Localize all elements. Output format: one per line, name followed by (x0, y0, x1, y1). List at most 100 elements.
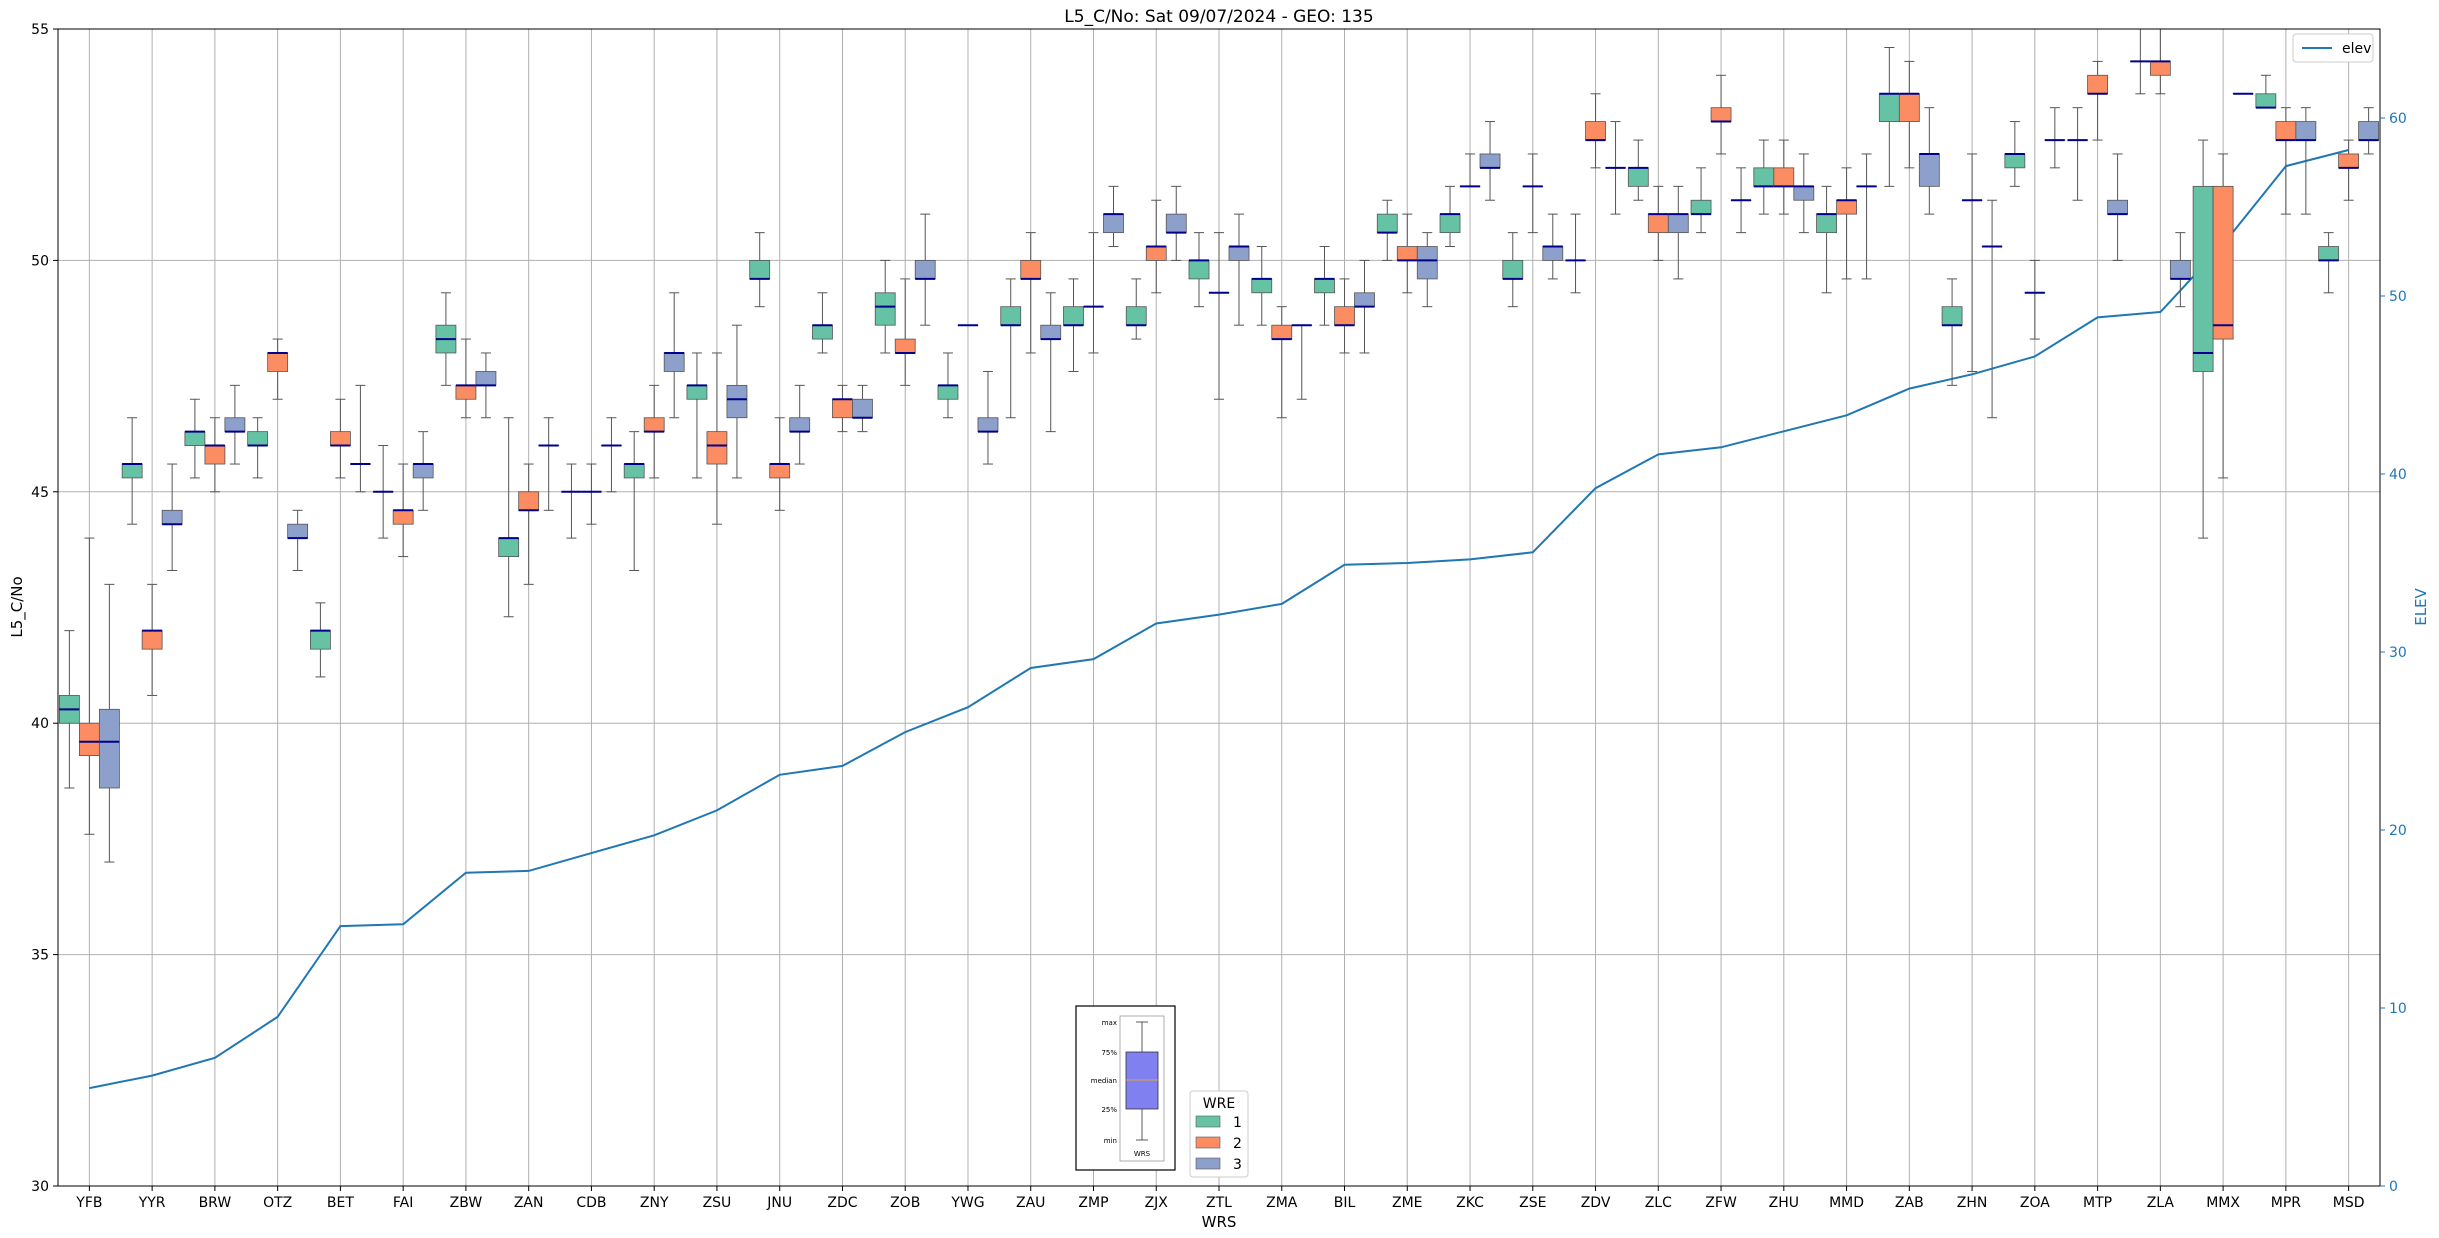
inset-label-q1: 25% (1101, 1106, 1117, 1114)
box-iqr (1125, 306, 1147, 326)
box-OTZ-wre1 (247, 417, 269, 479)
y2-axis-title: ELEV (2412, 587, 2430, 625)
box-MTP-wre2 (2087, 60, 2108, 141)
x-tick-label: ZFW (1705, 1195, 1737, 1211)
box-ZAB-wre3 (1918, 107, 1940, 215)
x-tick-label: ZOA (2020, 1195, 2050, 1211)
box-iqr (1836, 199, 1857, 215)
box-ZTL-wre1 (1188, 232, 1210, 308)
box-iqr (1271, 324, 1293, 340)
box-iqr (2107, 199, 2128, 215)
y2-tick-label: 30 (2389, 645, 2407, 661)
box-ZMA-wre2 (1271, 306, 1293, 419)
box-iqr (2318, 246, 2340, 261)
box-iqr (475, 371, 497, 386)
box-ZHN-wre3 (1981, 199, 2003, 419)
box-iqr (518, 491, 540, 511)
box-iqr (161, 509, 183, 525)
box-MSD-wre3 (2358, 107, 2380, 155)
x-tick-label: FAI (393, 1195, 413, 1211)
x-tick-label: ZHN (1957, 1195, 1988, 1211)
box-ZDC-wre2 (832, 384, 853, 433)
box-iqr (1188, 259, 1210, 280)
box-ZAN-wre1 (498, 417, 520, 618)
box-iqr (1690, 199, 1712, 215)
legend-wre-label-2: 2 (1233, 1136, 1242, 1152)
x-tick-label: ZKC (1456, 1195, 1484, 1211)
box-iqr (1502, 259, 1524, 280)
box-ZME-wre1 (1376, 199, 1398, 261)
box-iqr (2338, 153, 2360, 169)
box-iqr (686, 384, 708, 400)
y-axis-right: 0 10 20 30 40 50 60 (2380, 111, 2407, 1195)
box-ZLC-wre2 (1647, 185, 1669, 261)
box-MSD-wre2 (2338, 139, 2360, 201)
box-BIL-wre1 (1314, 246, 1335, 326)
box-ZOA-wre2 (2024, 259, 2046, 340)
box-iqr (1898, 93, 1920, 122)
box-JNU-wre1 (749, 232, 771, 308)
x-tick-label: ZAU (1016, 1195, 1045, 1211)
legend-wre-label-3: 3 (1233, 1157, 1242, 1173)
box-ZMP-wre1 (1063, 278, 1084, 372)
x-tick-label: ZSE (1519, 1195, 1546, 1211)
box-iqr (2169, 259, 2191, 280)
box-OTZ-wre3 (287, 509, 309, 571)
box-OTZ-wre2 (267, 338, 289, 400)
x-tick-label: ZME (1392, 1195, 1423, 1211)
x-tick-label: CDB (576, 1195, 606, 1211)
legend-elev-frame (2292, 33, 2374, 63)
box-ZNY-wre3 (663, 292, 685, 419)
box-iqr (623, 463, 645, 479)
box-iqr (914, 259, 936, 280)
box-ZMA-wre1 (1251, 246, 1273, 326)
box-ZNY-wre1 (623, 431, 645, 571)
box-iqr (1773, 167, 1795, 187)
box-iqr (832, 398, 853, 419)
x-tick-label: ZHU (1769, 1195, 1799, 1211)
box-iqr (749, 259, 771, 280)
box-iqr (1000, 306, 1022, 326)
box-iqr (1753, 167, 1775, 187)
box-ZKC-wre1 (1439, 185, 1461, 248)
box-iqr (2358, 121, 2380, 141)
box-ZHU-wre3 (1793, 153, 1815, 234)
x-tick-label: MMD (1829, 1195, 1864, 1211)
box-ZSU-wre2 (706, 352, 728, 525)
box-ZSE-wre1 (1502, 232, 1524, 308)
box-iqr (2004, 153, 2026, 169)
x-tick-label: JNU (766, 1195, 792, 1211)
box-iqr (121, 463, 143, 479)
box-iqr (2192, 185, 2214, 372)
y2-tick-label: 20 (2389, 823, 2407, 839)
box-ZOA-wre3 (2044, 107, 2066, 169)
box-ZMP-wre3 (1103, 185, 1124, 248)
box-iqr (1585, 121, 1606, 141)
box-iqr (1542, 246, 1564, 261)
box-iqr (706, 431, 728, 465)
box-CDB-wre3 (601, 417, 622, 493)
box-ZOA-wre1 (2004, 121, 2026, 187)
legend-wre-frame (1189, 1090, 1249, 1178)
box-ZAN-wre2 (518, 463, 540, 585)
box-iqr (2255, 93, 2277, 109)
box-iqr (769, 463, 791, 479)
box-iqr (1228, 246, 1250, 261)
box-MMD-wre2 (1836, 167, 1857, 280)
y-tick-label: 50 (31, 253, 49, 269)
box-BRW-wre3 (224, 384, 246, 465)
box-iqr (1627, 167, 1649, 187)
box-BRW-wre1 (184, 398, 206, 479)
box-MTP-wre1 (2067, 107, 2088, 201)
box-iqr (1479, 153, 1501, 169)
box-YYR-wre3 (161, 463, 183, 571)
box-iqr (643, 417, 665, 433)
box-ZAB-wre2 (1898, 60, 1920, 169)
box-iqr (78, 722, 100, 756)
box-layer (58, 28, 2380, 863)
legend-wre-title: WRE (1203, 1096, 1235, 1112)
box-ZAB-wre1 (1878, 47, 1900, 187)
x-tick-label: BIL (1334, 1195, 1356, 1211)
elev-series-line (89, 149, 2349, 1090)
